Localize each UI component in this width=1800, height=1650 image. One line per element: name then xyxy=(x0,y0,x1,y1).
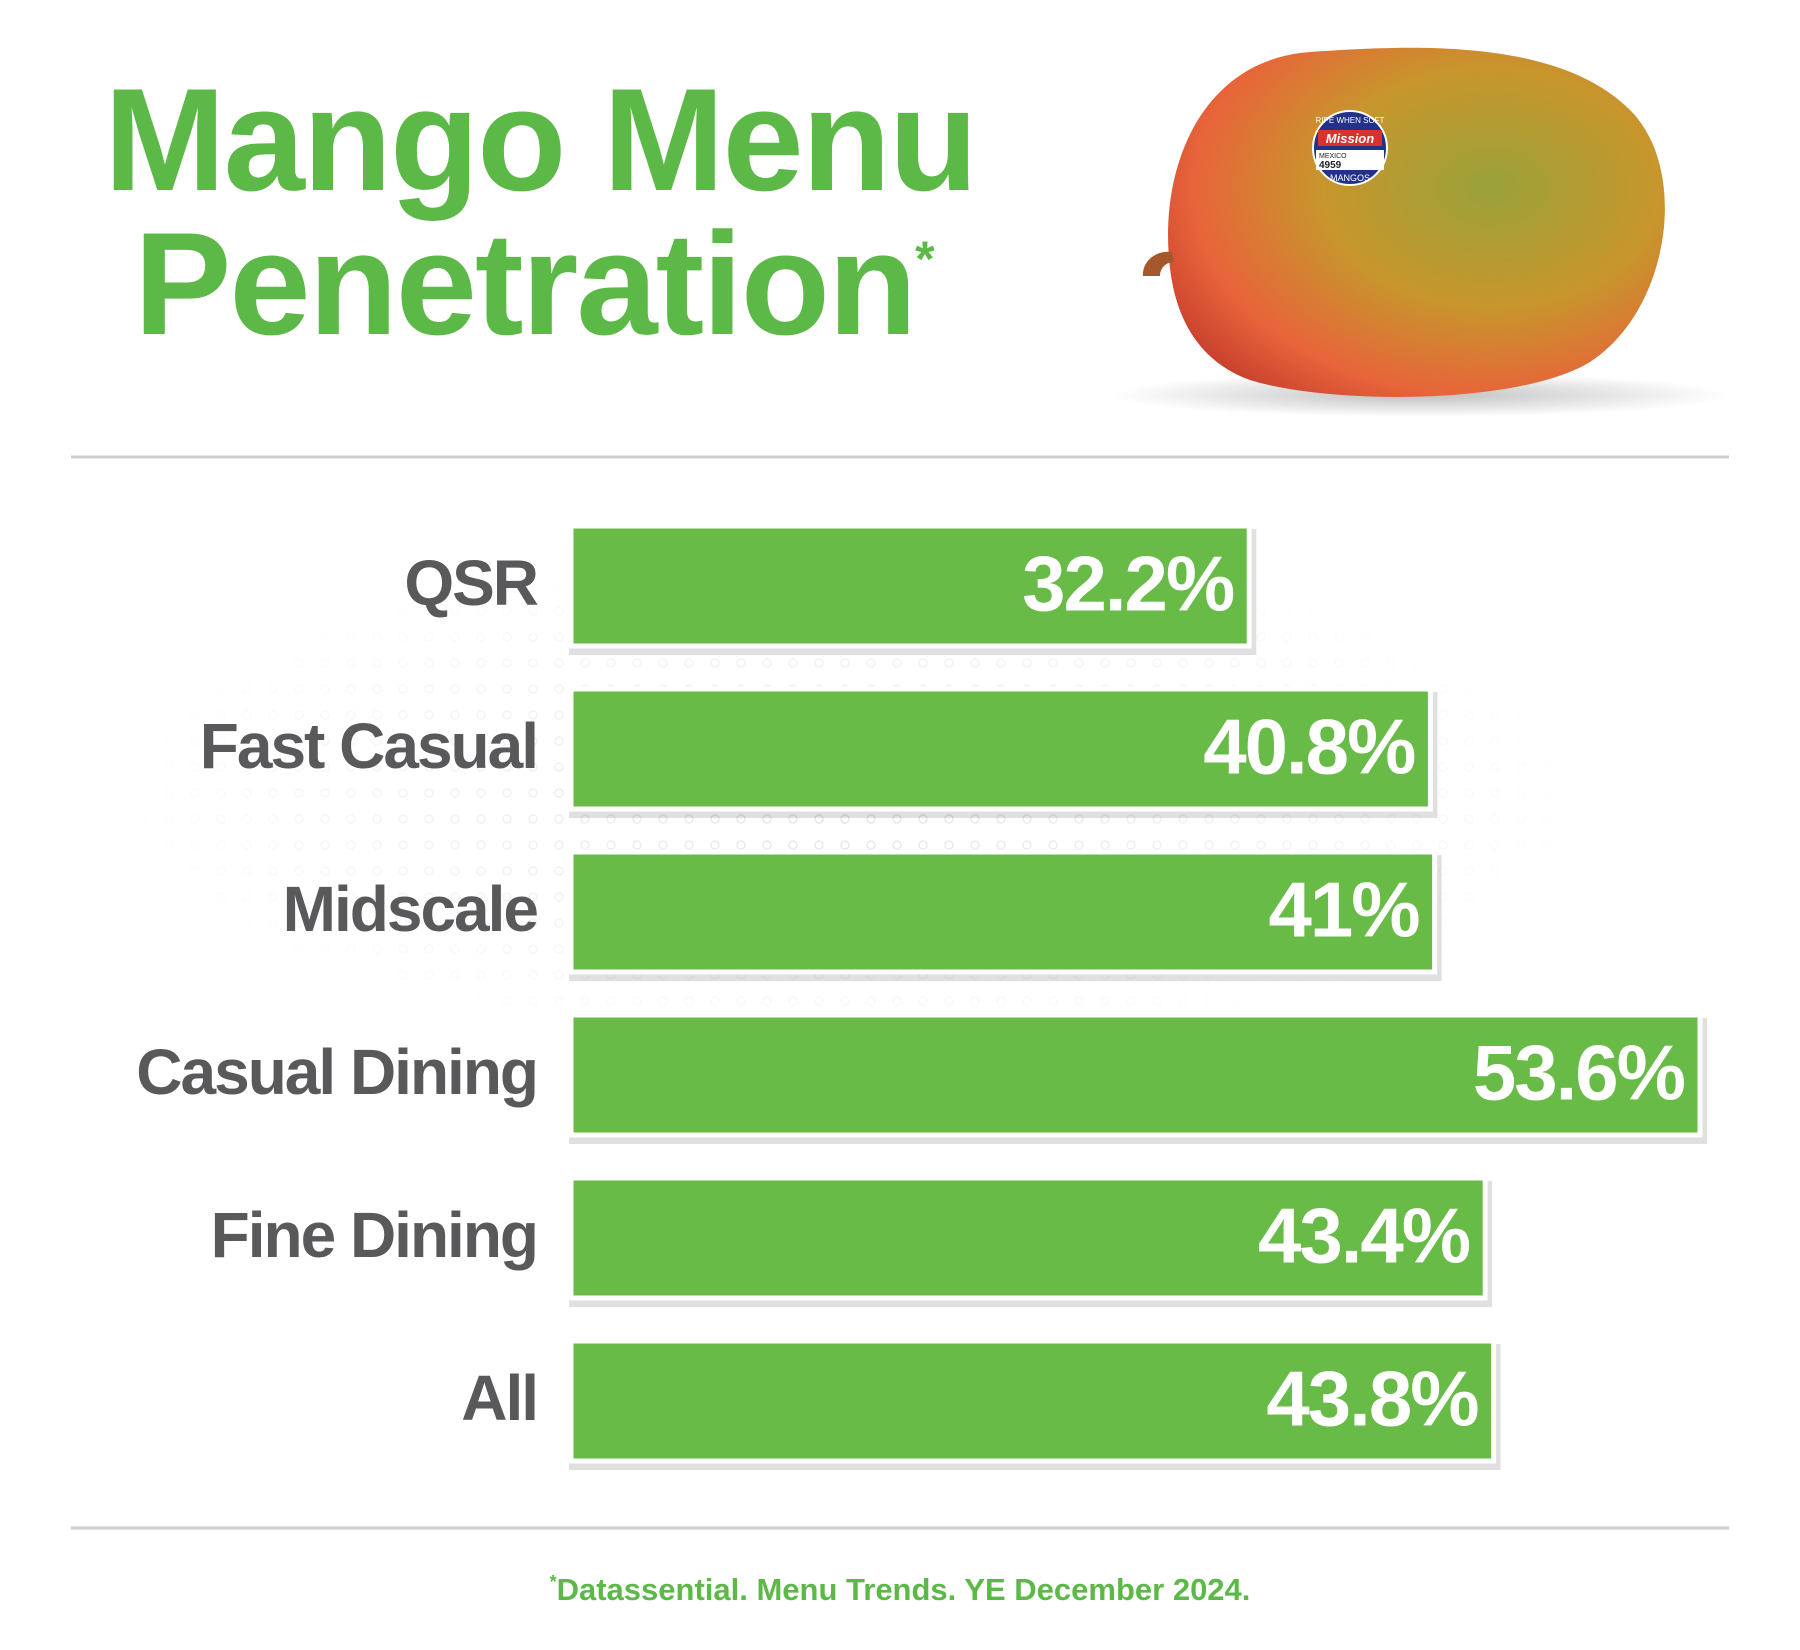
title-line-1: Mango Menu xyxy=(104,58,976,221)
category-label: All xyxy=(461,1362,537,1434)
value-label: 40.8% xyxy=(1203,703,1415,791)
bar xyxy=(568,849,1438,975)
category-label: Casual Dining xyxy=(136,1036,537,1108)
bar xyxy=(568,1175,1488,1301)
value-label: 32.2% xyxy=(1022,540,1234,628)
value-label: 43.4% xyxy=(1258,1192,1470,1280)
mango: RIPE WHEN SOFT Mission MEXICO 4959 MANGO… xyxy=(1110,47,1730,417)
bar xyxy=(568,1338,1497,1464)
bar xyxy=(568,1012,1703,1138)
title-marker: * xyxy=(915,231,935,287)
bar xyxy=(568,686,1433,812)
sticker-text: MANGOS xyxy=(1330,173,1370,183)
sticker-brand: Mission xyxy=(1326,131,1374,146)
value-label: 53.6% xyxy=(1473,1029,1685,1117)
sticker-text: MEXICO xyxy=(1319,153,1347,160)
value-label: 41% xyxy=(1268,866,1419,954)
value-label: 43.8% xyxy=(1266,1355,1478,1443)
chart-title: Mango Menu Penetration* xyxy=(104,58,976,365)
category-label: Midscale xyxy=(283,873,538,945)
category-label: Fast Casual xyxy=(200,710,537,782)
category-label: QSR xyxy=(404,547,537,619)
title-line-2: Penetration xyxy=(134,202,915,365)
category-label: Fine Dining xyxy=(211,1199,537,1271)
bars: QSR 32.2% Fast Casual 40.8% Midscale 41% Casua… xyxy=(136,523,1707,1470)
sticker-text: 4959 xyxy=(1319,160,1342,171)
footnote-text: Datassential. Menu Trends. YE December 2… xyxy=(557,1572,1251,1607)
footnote-marker: * xyxy=(550,1572,557,1592)
sticker-text: RIPE WHEN SOFT xyxy=(1316,116,1385,125)
footnote: *Datassential. Menu Trends. YE December … xyxy=(550,1572,1251,1607)
bar xyxy=(568,523,1252,649)
